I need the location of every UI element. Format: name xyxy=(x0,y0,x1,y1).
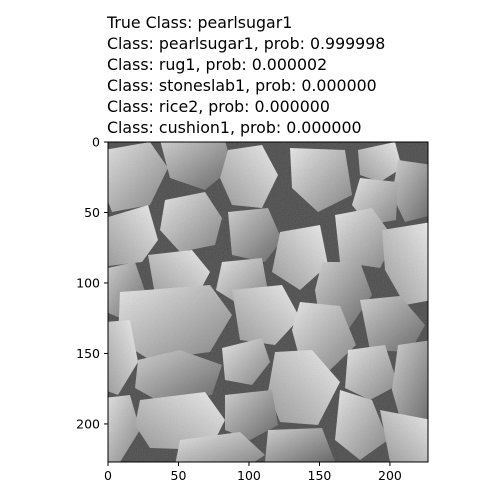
prediction-4-label: Class: rice2, prob: 0.000000 xyxy=(107,97,330,116)
y-tick-label: 50 xyxy=(84,205,100,220)
y-tick-label: 200 xyxy=(76,416,100,431)
image-frame xyxy=(107,141,429,463)
y-axis: 0 50 100 150 200 xyxy=(76,135,108,431)
prediction-3-label: Class: stoneslab1, prob: 0.000000 xyxy=(107,76,377,95)
x-tick-label: 200 xyxy=(378,468,402,483)
x-tick-label: 100 xyxy=(237,468,261,483)
x-tick-label: 150 xyxy=(308,468,332,483)
x-axis: 0 50 100 150 200 xyxy=(104,462,402,483)
prediction-2-label: Class: rug1, prob: 0.000002 xyxy=(107,55,328,74)
y-tick-label: 150 xyxy=(76,346,100,361)
figure-title: True Class: pearlsugar1 Class: pearlsuga… xyxy=(107,12,492,138)
true-class-label: True Class: pearlsugar1 xyxy=(107,13,293,32)
y-tick-label: 0 xyxy=(92,135,100,150)
y-tick-label: 100 xyxy=(76,275,100,290)
prediction-5-label: Class: cushion1, prob: 0.000000 xyxy=(107,118,362,137)
prediction-1-label: Class: pearlsugar1, prob: 0.999998 xyxy=(107,34,386,53)
x-tick-label: 0 xyxy=(104,468,112,483)
x-tick-label: 50 xyxy=(171,468,187,483)
pebble-texture-image xyxy=(108,142,428,462)
